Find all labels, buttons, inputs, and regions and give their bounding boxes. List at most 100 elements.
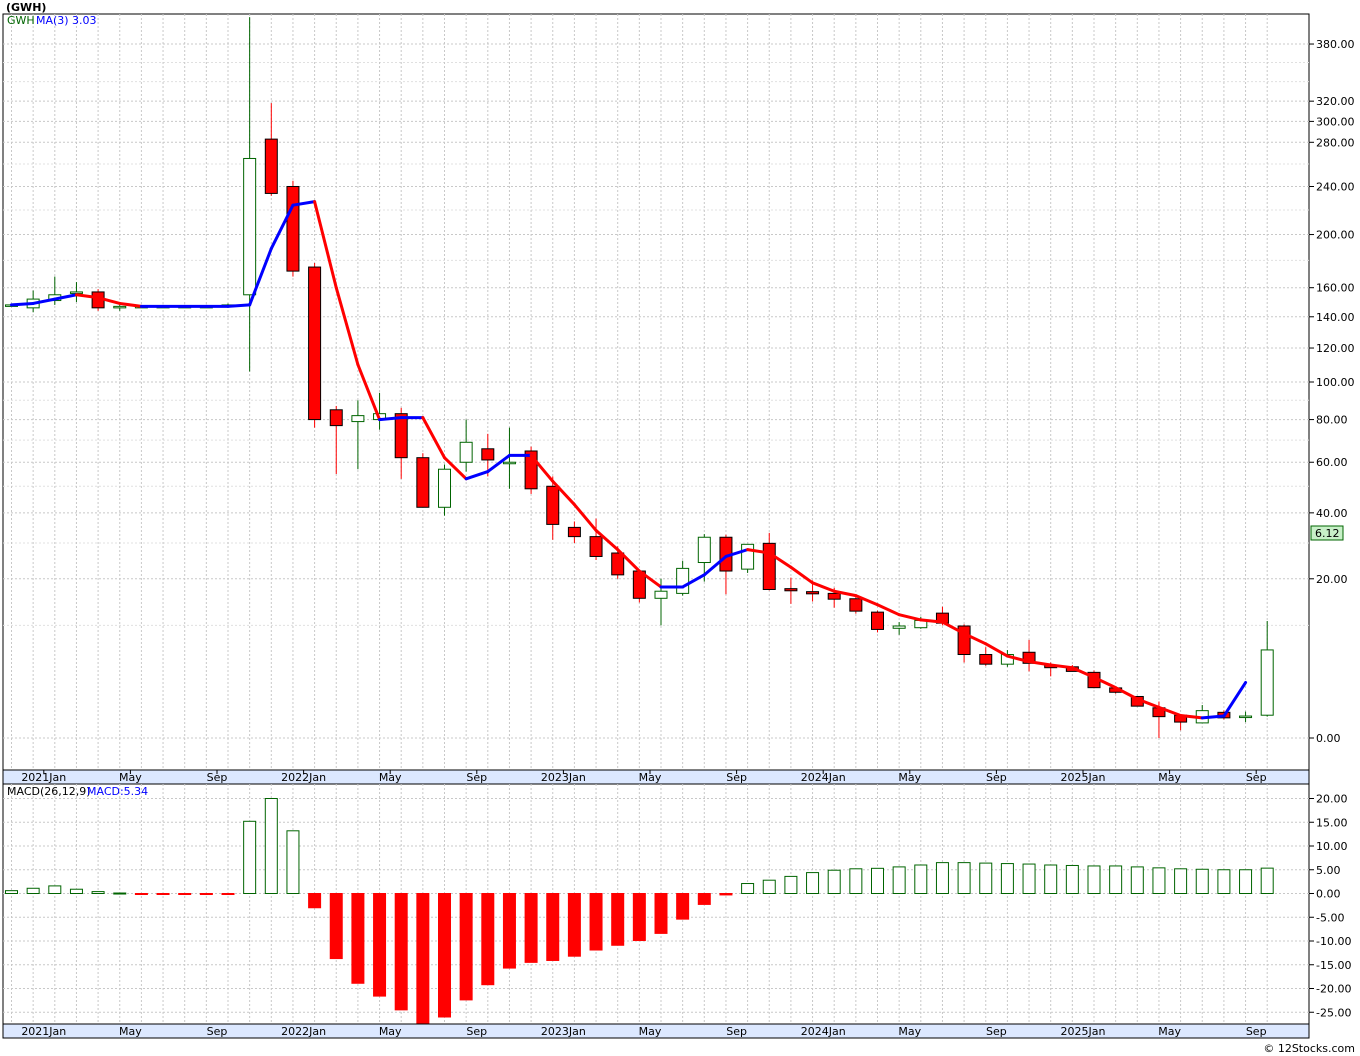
price-x-label: May: [898, 771, 921, 784]
price-x-label: 2024Jan: [801, 771, 846, 784]
candle-body: [1022, 651, 1036, 664]
macd-bar: [546, 893, 560, 961]
price-x-label: Sep: [1246, 771, 1267, 784]
macd-y-label: 15.00: [1316, 816, 1348, 829]
macd-bar: [676, 893, 690, 920]
candle-body: [697, 536, 711, 564]
candle-body: [849, 598, 863, 612]
macd-bar: [502, 893, 516, 969]
ma-segment: [702, 554, 728, 577]
candle-body: [784, 588, 798, 592]
ma-segment: [1157, 705, 1183, 717]
macd-bar: [654, 893, 668, 934]
macd-bar: [394, 893, 408, 1011]
ma-segment: [334, 286, 360, 367]
candle-body: [329, 409, 343, 427]
ma-segment: [724, 548, 750, 558]
candle-body: [546, 485, 560, 525]
macd-bar: [806, 872, 820, 894]
price-y-label: 380.00: [1316, 38, 1355, 51]
macd-bar: [351, 893, 365, 984]
macd-bar: [849, 868, 863, 894]
candle-body: [654, 590, 668, 599]
candle-body: [567, 526, 581, 538]
macd-bar: [264, 798, 278, 894]
price-y-label: 160.00: [1316, 282, 1355, 295]
ma-segment: [984, 642, 1009, 658]
legend-ma-value: 3.03: [72, 14, 97, 27]
candle-body: [502, 461, 516, 465]
ma-segment: [486, 453, 511, 474]
macd-y-label: 10.00: [1316, 840, 1348, 853]
ma-segment: [291, 200, 317, 207]
macd-bar: [134, 893, 148, 895]
ma-segment: [1179, 713, 1204, 720]
macd-bar: [1130, 866, 1144, 895]
macd-bar: [178, 893, 192, 895]
candle-body: [741, 543, 755, 570]
candle-body: [611, 552, 625, 576]
macd-bar: [611, 893, 625, 946]
candle-body: [69, 291, 83, 294]
ma-segment: [226, 303, 252, 308]
macd-y-label: -10.00: [1316, 935, 1351, 948]
macd-x-label: Sep: [1246, 1025, 1267, 1038]
price-x-label: Sep: [726, 771, 747, 784]
candle-body: [459, 441, 473, 463]
candle-body: [308, 266, 322, 421]
candle-body: [351, 415, 365, 423]
ma-segment: [572, 503, 598, 532]
ma-segment: [10, 301, 35, 307]
macd-bar: [914, 864, 928, 894]
candle-body: [806, 591, 820, 595]
price-x-label: 2023Jan: [541, 771, 586, 784]
macd-y-label: -25.00: [1316, 1006, 1351, 1019]
footer-credit: © 12Stocks.com: [1263, 1042, 1355, 1055]
ma-segment: [897, 613, 923, 622]
macd-bar: [524, 893, 538, 963]
price-y-label: 40.00: [1316, 507, 1348, 520]
macd-x-label: 2024Jan: [801, 1025, 846, 1038]
macd-bar: [69, 888, 83, 894]
ma-segment: [313, 200, 338, 290]
price-y-label: 60.00: [1316, 456, 1348, 469]
macd-x-label: May: [898, 1025, 921, 1038]
macd-bar: [1022, 863, 1036, 894]
candle-body: [286, 185, 300, 272]
macd-bar: [632, 893, 646, 942]
candle-body: [1260, 649, 1274, 716]
macd-x-label: May: [1158, 1025, 1181, 1038]
candle-body: [416, 457, 430, 508]
macd-x-label: 2023Jan: [541, 1025, 586, 1038]
ma-segment: [594, 528, 620, 552]
ma-segment: [53, 293, 78, 301]
ma-segment: [96, 296, 122, 305]
macd-bar: [892, 866, 906, 895]
macd-x-label: Sep: [466, 1025, 487, 1038]
ma-segment: [681, 573, 706, 589]
price-y-label: 200.00: [1316, 229, 1355, 242]
macd-y-label: 5.00: [1316, 864, 1341, 877]
macd-bar: [1000, 863, 1014, 895]
price-y-label: 0.00: [1316, 732, 1341, 745]
macd-bar: [1174, 868, 1188, 894]
price-y-label: 20.00: [1316, 573, 1348, 586]
ma-segment: [1200, 714, 1226, 720]
ma-segment: [421, 416, 446, 460]
macd-bar: [1044, 864, 1058, 894]
ma-segment: [962, 632, 988, 646]
last-price-tag: [1310, 525, 1344, 541]
candle-body: [113, 305, 127, 309]
price-panel: [2, 13, 1310, 771]
macd-bar: [199, 893, 213, 895]
price-y-label: 300.00: [1316, 115, 1355, 128]
macd-y-label: 0.00: [1316, 888, 1341, 901]
price-x-label: Sep: [207, 771, 228, 784]
macd-bar: [589, 893, 603, 951]
macd-bar: [416, 893, 430, 1025]
macd-bar: [1195, 868, 1209, 895]
price-y-label: 120.00: [1316, 342, 1355, 355]
moving-average-line: [10, 200, 1248, 720]
macd-x-label: May: [379, 1025, 402, 1038]
macd-bar: [1109, 865, 1123, 895]
